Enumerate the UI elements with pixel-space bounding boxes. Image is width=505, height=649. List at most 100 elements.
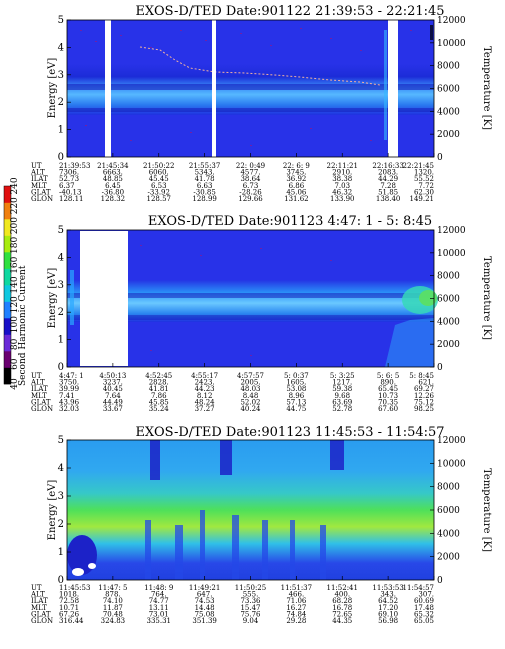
colorbar-tick-label: 180 (10, 237, 20, 254)
orbit-table-cell: 63.69 (332, 398, 352, 406)
orbit-table-cell: 2423. (195, 379, 215, 387)
orbit-table-cell: 11.87 (103, 604, 123, 612)
temperature-tick-label: 8000 (437, 483, 460, 493)
orbit-row-label: ALT (30, 379, 45, 387)
orbit-table-cell: 38.38 (332, 175, 352, 183)
orbit-table-cell: 72.58 (59, 597, 79, 605)
orbit-table-cell: 35.24 (149, 405, 170, 413)
orbit-table-cell: 22: 0:49 (236, 162, 265, 170)
colorbar-tick-label: 40 (10, 378, 20, 390)
orbit-table-cell: 149.21 (410, 195, 435, 203)
orbit-table-cell: 59.38 (332, 385, 352, 393)
orbit-table-cell: 98.25 (414, 405, 434, 413)
orbit-row-label: MLT (31, 392, 47, 400)
colorbar-tick-label: 240 (10, 177, 20, 194)
orbit-table-cell: 335.31 (147, 617, 172, 625)
orbit-table-cell: 6.73 (243, 182, 259, 190)
colorbar-swatches (3, 185, 12, 385)
orbit-table-cell: 128.57 (147, 195, 172, 203)
orbit-table-cell: 555. (243, 591, 259, 599)
orbit-table-cell: 45.85 (149, 398, 169, 406)
orbit-table-cell: 69.27 (414, 385, 434, 393)
orbit-table-cell: 37.27 (195, 405, 215, 413)
orbit-table-cell: 40.24 (240, 405, 261, 413)
orbit-table-cell: 2910. (332, 169, 352, 177)
orbit-table-cell: 4:50:13 (99, 372, 126, 380)
panel-3: EXOS-D/TED Date:901123 11:45:53 - 11:54:… (30, 425, 492, 625)
colorbar-swatch (4, 219, 11, 236)
energy-tick-label: 1 (58, 547, 64, 558)
orbit-table-cell: 44.35 (332, 617, 352, 625)
orbit-table-cell: 70.48 (103, 610, 123, 618)
orbit-table-cell: 12.26 (414, 392, 435, 400)
colorbar-swatch (4, 186, 11, 203)
orbit-table-cell: 4:47: 1 (59, 372, 84, 380)
energy-tick-label: 5 (58, 225, 64, 236)
orbit-table-cell: 466. (289, 591, 305, 599)
orbit-table-cell: 128.32 (101, 195, 126, 203)
orbit-row-label: GLAT (31, 398, 51, 406)
orbit-table-cell: 44.75 (286, 405, 306, 413)
orbit-table-cell: 17.20 (378, 604, 398, 612)
orbit-table-cell: 4:52:45 (145, 372, 172, 380)
orbit-table-cell: 890. (380, 379, 396, 387)
orbit-table-cell: 11:49:21 (189, 584, 220, 592)
orbit-table-cell: 6663. (103, 169, 123, 177)
orbit-table-cell: 5: 3:25 (330, 372, 355, 380)
orbit-table-cell: 41.81 (149, 385, 169, 393)
panel-2: EXOS-D/TED Date:901123 4:47: 1 - 5: 8:45… (30, 214, 492, 413)
orbit-row-label: ALT (30, 169, 45, 177)
orbit-table-cell: 128.11 (59, 195, 84, 203)
orbit-table-cell: 1605. (286, 379, 306, 387)
energy-tick-label: 4 (58, 252, 64, 263)
orbit-table-cell: 9.04 (243, 617, 259, 625)
orbit-table-cell: 51.85 (378, 188, 398, 196)
orbit-table-cell: 11:53:53 (372, 584, 403, 592)
orbit-table-cell: -30.85 (193, 188, 215, 196)
temperature-tick-label: 2000 (437, 553, 460, 563)
colorbar-tick-label: 80 (10, 338, 20, 350)
orbit-table-cell: 32.03 (59, 405, 79, 413)
orbit-table-cell: 400. (334, 591, 350, 599)
orbit-table-cell: 52.73 (59, 175, 79, 183)
orbit-table-cell: 62.30 (414, 188, 434, 196)
orbit-row-label: ILAT (31, 597, 48, 605)
orbit-table-cell: 13.11 (149, 604, 169, 612)
colorbar-swatch (4, 351, 11, 368)
orbit-table-cell: 48.85 (103, 175, 123, 183)
orbit-table-cell: 41.78 (195, 175, 215, 183)
orbit-table-cell: 129.66 (238, 195, 263, 203)
orbit-table-cell: 44.29 (378, 175, 398, 183)
orbit-table-cell: 57.13 (286, 398, 306, 406)
orbit-table-cell: 131.62 (284, 195, 309, 203)
colorbar-swatch (4, 334, 11, 352)
orbit-row-label: UT (31, 372, 42, 380)
orbit-table-cell: 22: 6: 9 (283, 162, 310, 170)
orbit-table-cell: 68.28 (332, 597, 352, 605)
colorbar: 40 60 80 100 120 140 160 180 200 220 240 Second Ha… (3, 177, 28, 390)
colorbar-title: Second Harmonic Current (18, 265, 28, 386)
temperature-tick-label: 8000 (437, 62, 460, 72)
orbit-row-label: UT (31, 162, 42, 170)
orbit-table-cell: 3745. (286, 169, 306, 177)
energy-tick-label: 5 (58, 435, 64, 446)
orbit-row-label: MLT (31, 182, 47, 190)
orbit-table-cell: 75.08 (195, 610, 215, 618)
orbit-table-cell: 11:45:53 (59, 584, 90, 592)
orbit-table-cell: 75.76 (240, 610, 261, 618)
temperature-tick-label: 6000 (437, 85, 460, 95)
orbit-table-cell: 22:21:45 (403, 162, 434, 170)
orbit-table-cell: 21:45:34 (97, 162, 129, 170)
panel-2-ylabel: Energy [eV] (47, 268, 58, 329)
orbit-table-cell: 5: 6: 5 (377, 372, 400, 380)
orbit-table-cell: 22:16:33 (372, 162, 403, 170)
orbit-table-cell: 7.64 (105, 392, 121, 400)
orbit-table-cell: 40.45 (103, 385, 123, 393)
orbit-table-cell: 1018. (59, 591, 79, 599)
colorbar-tick-label: 200 (10, 217, 20, 234)
orbit-table-cell: 5343. (195, 169, 215, 177)
panel-2-y2ticks: 0 2000 4000 6000 8000 10000 12000 (430, 226, 466, 373)
orbit-table-cell: 3750. (59, 379, 79, 387)
temperature-tick-label: 10000 (437, 39, 466, 49)
